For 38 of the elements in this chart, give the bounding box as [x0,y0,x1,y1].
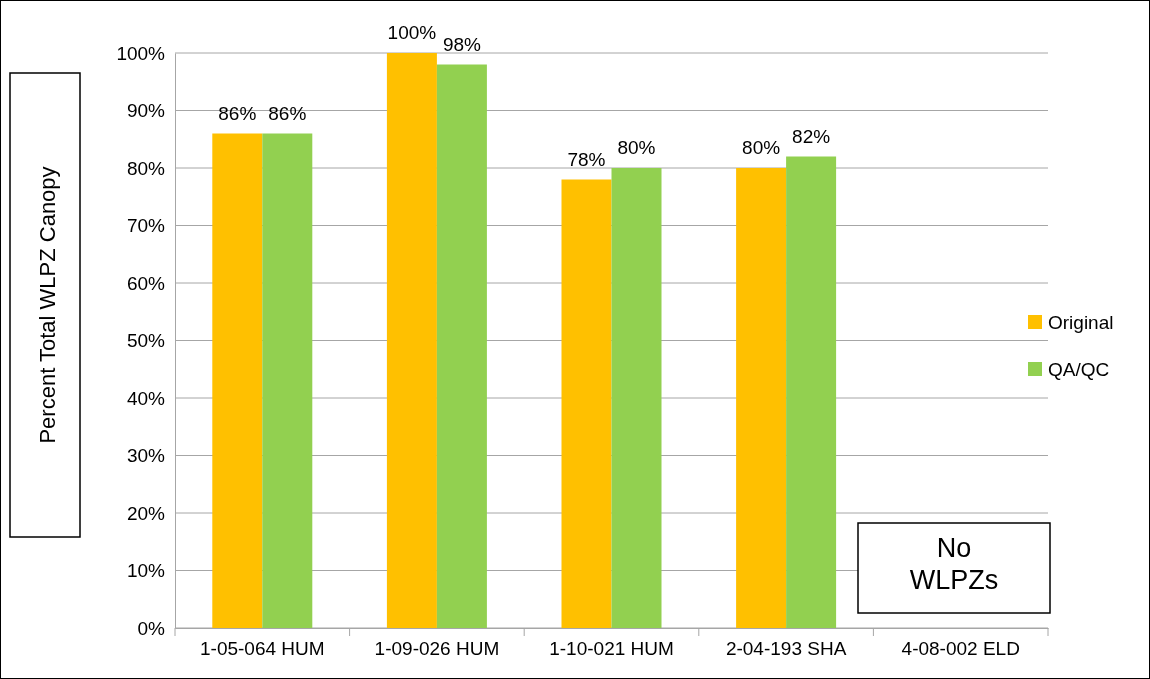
bar [262,133,313,628]
data-label: 86% [268,102,307,124]
y-tick-label: 70% [126,215,166,237]
y-tick-label: 20% [126,502,166,524]
y-tick-label: 90% [126,100,166,122]
axis-title-box: Percent Total WLPZ Canopy [9,72,81,538]
y-tick-label: 100% [116,42,166,64]
bar [436,64,487,628]
bar [212,133,263,628]
data-label: 98% [442,33,482,55]
x-tick-label: 1-09-026 HUM [374,638,500,660]
y-axis-title: Percent Total WLPZ Canopy [35,166,60,444]
bar [386,53,437,628]
x-tick-label: 1-10-021 HUM [549,638,674,660]
data-label: 78% [567,148,606,170]
bar [561,179,612,628]
y-tick-label: 0% [137,617,166,639]
data-label: 80% [742,137,781,158]
data-label: 86% [218,102,257,124]
y-tick-label: 30% [126,445,166,467]
bar [736,168,787,628]
bar [786,156,837,628]
data-label: 80% [617,137,656,158]
legend-label: Original [1048,312,1114,333]
legend-label: QA/QC [1048,359,1110,380]
y-tick-label: 40% [126,387,166,409]
x-tick-label: 4-08-002 ELD [901,638,1020,660]
y-tick-label: 10% [126,560,166,582]
y-tick-label: 50% [126,330,166,352]
x-tick-label: 2-04-193 SHA [725,638,847,660]
annotation: No WLPZs [909,533,999,595]
data-label: 82% [792,125,831,147]
y-tick-label: 60% [126,272,166,294]
note-box: No WLPZs [857,522,1051,614]
data-label: 100% [387,22,437,43]
y-tick-label: 80% [126,157,166,179]
x-tick-label: 1-05-064 HUM [200,638,325,660]
bar [611,168,662,628]
